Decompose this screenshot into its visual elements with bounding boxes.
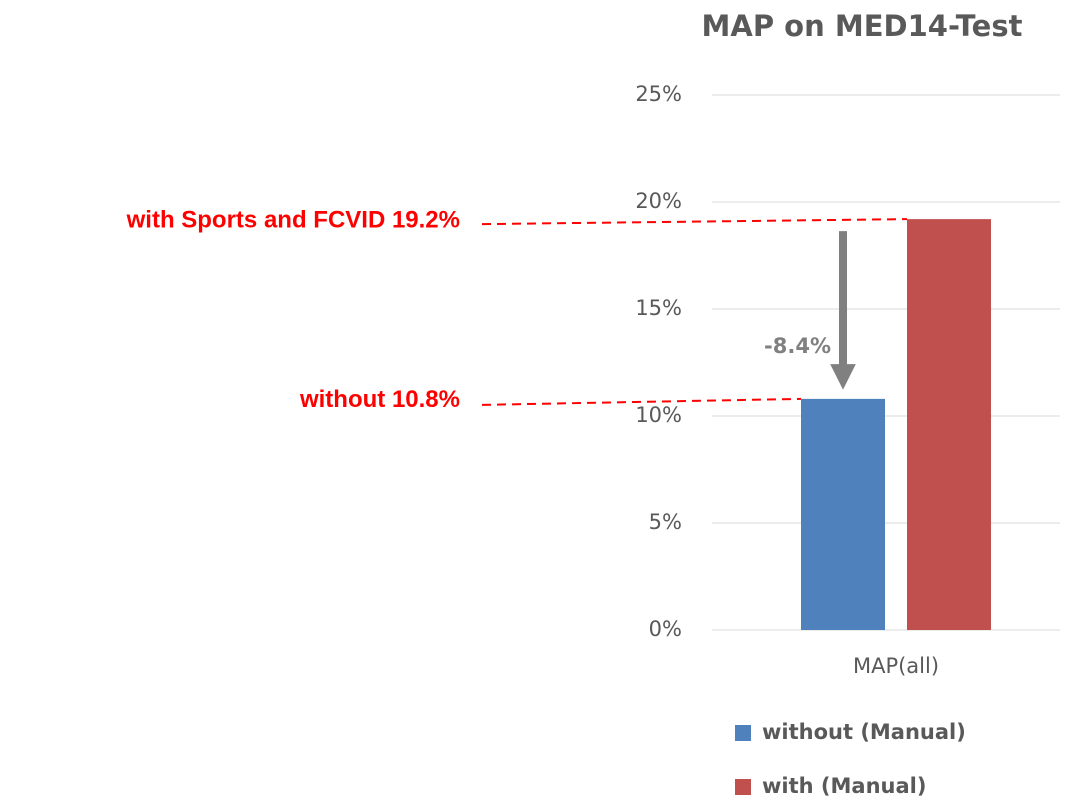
- annotation: with Sports and FCVID 19.2%: [126, 206, 460, 233]
- annotation: -8.4%: [764, 334, 831, 358]
- chart-title: MAP on MED14-Test: [702, 9, 1023, 43]
- bar: [801, 398, 885, 630]
- y-tick-label: 0%: [649, 617, 682, 641]
- x-tick-label: MAP(all): [853, 654, 939, 678]
- annotation-line: [481, 397, 802, 406]
- bar: [907, 219, 991, 630]
- y-tick-label: 25%: [635, 82, 682, 106]
- annotation-line: [481, 218, 908, 226]
- legend-swatch: [735, 725, 751, 741]
- y-tick-label: 20%: [635, 189, 682, 213]
- annotation: without 10.8%: [299, 386, 460, 413]
- y-tick-label: 10%: [635, 403, 682, 427]
- legend-label: with (Manual): [762, 774, 926, 798]
- legend-swatch: [735, 779, 751, 795]
- y-tick-label: 5%: [649, 510, 682, 534]
- y-tick-label: 15%: [635, 296, 682, 320]
- legend-label: without (Manual): [762, 720, 966, 744]
